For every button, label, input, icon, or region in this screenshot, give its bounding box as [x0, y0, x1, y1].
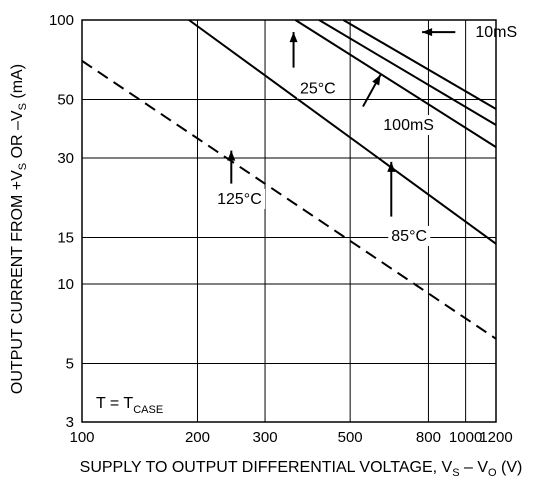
series-lines — [81, 19, 497, 340]
label-background — [388, 225, 431, 246]
x-axis-label: SUPPLY TO OUTPUT DIFFERENTIAL VOLTAGE, V… — [80, 459, 523, 479]
x-tick-label: 100 — [69, 429, 94, 446]
x-tick-label: 1200 — [479, 429, 512, 446]
y-tick-label: 100 — [49, 12, 74, 29]
curve-label: 100mS — [383, 117, 434, 134]
arrow-head — [289, 32, 298, 43]
label-background — [472, 22, 515, 43]
y-axis-label: OUTPUT CURRENT FROM +VS OR –VS (mA) — [9, 64, 29, 394]
arrow-head — [422, 28, 433, 37]
x-tick-label: 800 — [416, 429, 441, 446]
arrow-head — [227, 150, 236, 161]
arrows — [227, 28, 456, 217]
x-tick-label: 1000 — [449, 429, 482, 446]
series-line — [188, 19, 497, 245]
annotation-background — [92, 393, 168, 418]
case-temperature-annotation: T = TCASE — [96, 395, 163, 416]
curve-label: 85°C — [391, 228, 427, 245]
arrow-head — [372, 74, 381, 86]
series-line — [318, 19, 497, 126]
grid-lines — [81, 19, 497, 423]
arrow-head — [387, 161, 396, 172]
y-tick-label: 5 — [66, 355, 74, 372]
label-background — [214, 188, 266, 209]
x-tick-label: 500 — [338, 429, 363, 446]
plot-frame — [81, 19, 497, 423]
curve-label: 125°C — [217, 191, 262, 208]
series-line — [81, 60, 497, 340]
label-background — [380, 115, 432, 136]
x-tick-label: 300 — [253, 429, 278, 446]
y-tick-label: 10 — [57, 276, 74, 293]
series-line — [294, 19, 497, 148]
series-line — [342, 19, 497, 110]
label-background — [296, 78, 339, 99]
y-tick-label: 3 — [66, 414, 74, 431]
y-tick-label: 30 — [57, 150, 74, 167]
curve-label: 25°C — [300, 81, 336, 98]
y-tick-label: 15 — [57, 229, 74, 246]
x-tick-label: 200 — [185, 429, 210, 446]
y-tick-label: 50 — [57, 91, 74, 108]
